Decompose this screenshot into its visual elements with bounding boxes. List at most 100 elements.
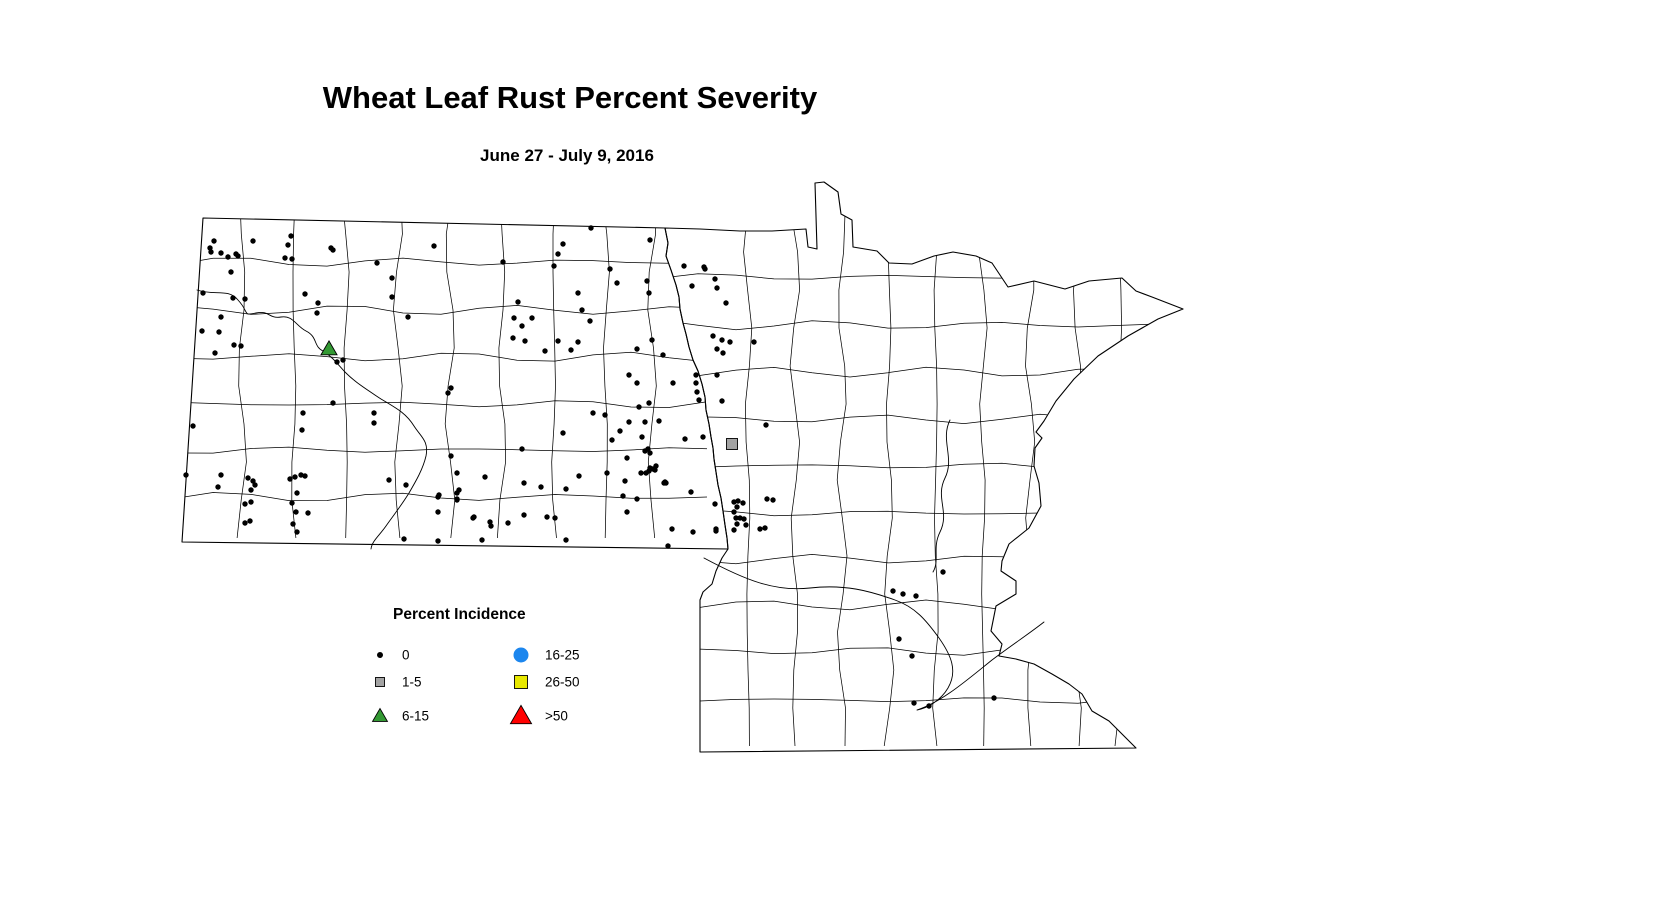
incidence-dot-0	[228, 269, 234, 275]
legend-item-0: 0	[377, 648, 410, 663]
incidence-dot-0	[689, 283, 695, 289]
legend-label: 0	[402, 648, 410, 663]
incidence-dot-0	[688, 489, 694, 495]
county-border-line	[743, 182, 753, 747]
incidence-dot-0	[200, 290, 206, 296]
incidence-dot-0	[560, 430, 566, 436]
page-title: Wheat Leaf Rust Percent Severity	[323, 80, 818, 115]
incidence-dot-0	[218, 472, 224, 478]
incidence-dot-0	[519, 323, 525, 329]
incidence-dot-0	[252, 482, 258, 488]
incidence-dot-0	[183, 472, 189, 478]
incidence-dot-0	[694, 389, 700, 395]
incidence-dot-0	[714, 346, 720, 352]
incidence-dot-0	[289, 500, 295, 506]
incidence-dot-0	[216, 329, 222, 335]
county-border-line	[665, 413, 1155, 424]
incidence-dot-0	[682, 436, 688, 442]
county-border-line	[789, 182, 800, 747]
legend-label: 16-25	[545, 648, 580, 663]
incidence-dot-0	[470, 515, 476, 521]
incidence-dot-0	[646, 400, 652, 406]
incidence-dot-0	[604, 470, 610, 476]
incidence-dot-0	[293, 509, 299, 515]
incidence-dot-0	[638, 470, 644, 476]
legend-symbol-square	[375, 677, 385, 687]
incidence-dot-0	[617, 428, 623, 434]
incidence-dot-0	[300, 410, 306, 416]
minnesota-county-lines	[665, 182, 1155, 747]
incidence-dot-0	[294, 529, 300, 535]
incidence-dot-0	[575, 339, 581, 345]
incidence-dot-0	[624, 455, 630, 461]
county-border-line	[182, 492, 708, 501]
incidence-dot-0	[289, 256, 295, 262]
incidence-dot-0	[282, 255, 288, 261]
incidence-dot-0	[250, 478, 256, 484]
incidence-dot-0	[521, 512, 527, 518]
incidence-dot-0	[287, 476, 293, 482]
incidence-dot-0	[587, 318, 593, 324]
incidence-dot-0	[741, 516, 747, 522]
legend: Percent Incidence 0 1-5 6-15 16-25 26-50 >50	[371, 606, 580, 725]
incidence-dot-0	[454, 496, 460, 502]
incidence-dot-0	[661, 480, 667, 486]
incidence-dot-0	[649, 337, 655, 343]
legend-label: 1-5	[402, 675, 422, 690]
incidence-dot-0	[733, 515, 739, 521]
county-border-line	[444, 218, 456, 539]
incidence-dot-0	[235, 253, 241, 259]
incidence-dot-0	[720, 350, 726, 356]
county-border-line	[665, 645, 1155, 657]
incidence-dot-0	[575, 290, 581, 296]
incidence-dot-0	[602, 412, 608, 418]
incidence-dot-0	[544, 514, 550, 520]
incidence-dot-0	[292, 474, 298, 480]
legend-label: 26-50	[545, 675, 580, 690]
incidence-dot-0	[626, 372, 632, 378]
incidence-dot-0	[665, 543, 671, 549]
incidence-dot-0	[555, 338, 561, 344]
legend-item-6-15: 6-15	[371, 707, 429, 724]
incidence-dot-0	[250, 238, 256, 244]
incidence-dot-0	[315, 300, 321, 306]
incidence-dot-0	[734, 521, 740, 527]
incidence-dot-0	[521, 480, 527, 486]
legend-symbol-dot	[377, 652, 383, 658]
county-border-line	[1114, 182, 1125, 747]
legend-symbol-square	[514, 675, 528, 689]
incidence-dot-0	[299, 427, 305, 433]
incidence-dot-0	[334, 359, 340, 365]
incidence-dot-0	[215, 484, 221, 490]
incidence-dot-0	[646, 290, 652, 296]
county-border-line	[341, 218, 350, 539]
incidence-dot-0	[656, 418, 662, 424]
incidence-marker-1-5	[726, 438, 738, 450]
legend-symbol-triangle	[509, 704, 533, 725]
minnesota-outline	[664, 181, 1184, 753]
incidence-dot-0	[590, 410, 596, 416]
incidence-dot-0	[314, 310, 320, 316]
incidence-dot-0	[515, 299, 521, 305]
incidence-dot-0	[288, 233, 294, 239]
incidence-dot-0	[488, 523, 494, 529]
incidence-dot-0	[710, 333, 716, 339]
county-border-line	[665, 273, 1155, 280]
incidence-dot-0	[696, 397, 702, 403]
incidence-dot-0	[723, 300, 729, 306]
incidence-dot-0	[624, 509, 630, 515]
incidence-dot-0	[991, 695, 997, 701]
legend-item-1-5: 1-5	[375, 675, 422, 690]
incidence-dot-0	[620, 493, 626, 499]
incidence-dot-0	[719, 337, 725, 343]
incidence-dot-0	[700, 434, 706, 440]
incidence-dot-0	[435, 494, 441, 500]
incidence-dot-0	[642, 419, 648, 425]
incidence-dot-0	[454, 470, 460, 476]
incidence-dot-0	[340, 357, 346, 363]
incidence-dot-0	[770, 497, 776, 503]
incidence-dot-0	[644, 278, 650, 284]
incidence-dot-0	[622, 478, 628, 484]
incidence-dot-0	[371, 410, 377, 416]
county-border-line	[182, 400, 708, 408]
